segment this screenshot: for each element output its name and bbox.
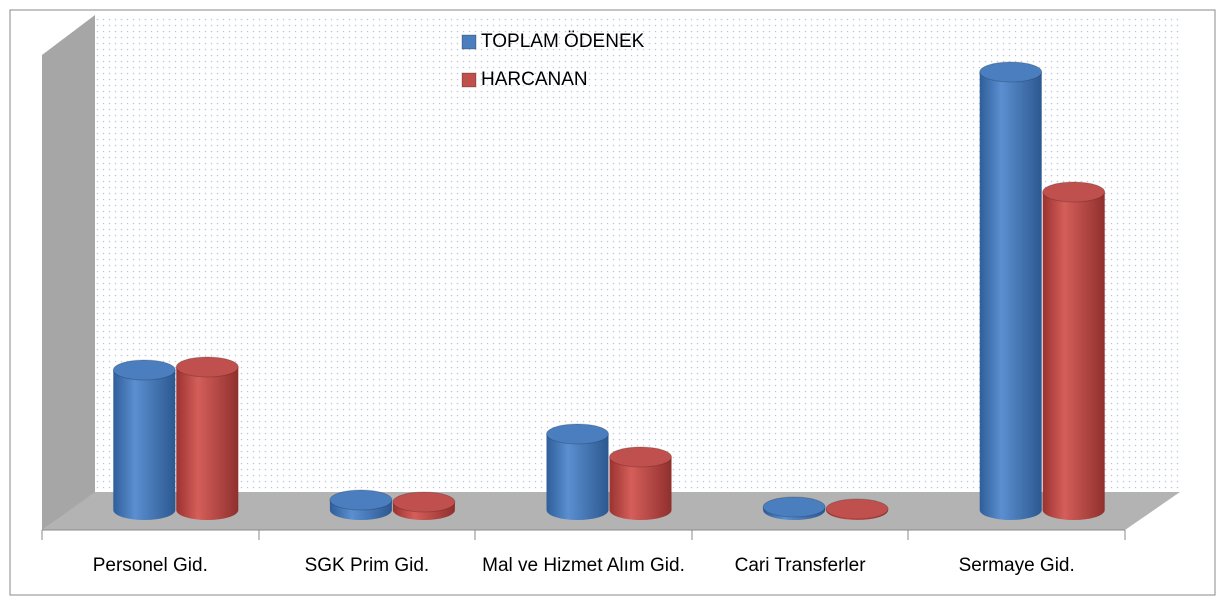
cylinder-top [392,491,456,513]
cylinder-top [609,446,672,468]
bar [112,359,176,520]
legend-swatch [461,72,477,88]
bar [762,496,826,520]
cylinder-body [1042,192,1105,520]
cylinder-top [1042,181,1106,203]
cylinder-top [546,423,609,445]
bar [609,446,672,520]
bar [825,498,889,520]
bar [979,61,1043,520]
cylinder-top [175,356,239,378]
cylinder-top [112,359,176,381]
x-tick-label: Sermaye Gid. [959,555,1075,576]
cylinder-body [609,457,672,520]
cylinder-body [979,72,1042,520]
legend-swatch [461,34,477,50]
side-wall [42,15,95,530]
bar [392,491,456,520]
cylinder-body [546,434,609,520]
bar [329,489,393,520]
cylinder-top [825,498,889,520]
cylinder-body [176,367,239,520]
cylinder-top [979,61,1043,83]
x-tick-label: Personel Gid. [93,555,208,576]
cylinder-top [762,496,826,518]
bar [175,356,239,520]
x-tick-label: Cari Transferler [735,555,867,576]
legend-label: HARCANAN [481,69,588,90]
bar [1042,181,1106,520]
legend-label: TOPLAM ÖDENEK [481,31,645,52]
bar [546,423,609,520]
cylinder-top [329,489,393,511]
x-tick-label: Mal ve Hizmet Alım Gid. [482,555,685,576]
x-ticks [41,530,1126,540]
x-tick-label: SGK Prim Gid. [305,555,430,576]
cylinder-body [113,370,176,520]
